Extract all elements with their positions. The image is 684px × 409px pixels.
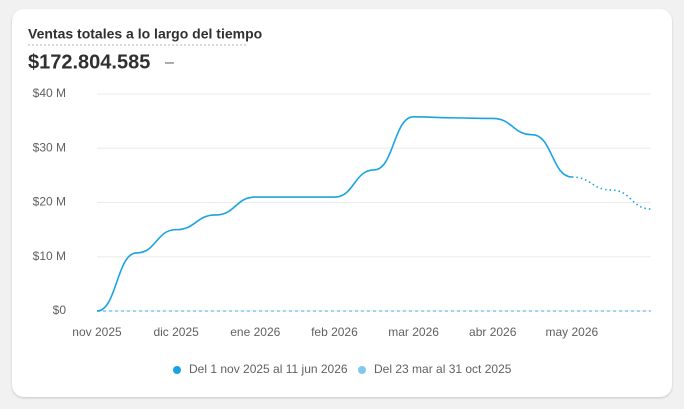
y-tick-label: $0 [53,303,67,317]
legend-marker [358,366,366,374]
legend-marker [173,366,181,374]
series-line [571,176,652,210]
x-tick-label: mar 2026 [388,325,439,339]
x-tick-label: feb 2026 [311,325,358,339]
x-tick-label: may 2026 [546,325,599,339]
x-tick-label: ene 2026 [230,325,280,339]
chart-title[interactable]: Ventas totales a lo largo del tiempo [28,26,262,42]
x-tick-label: nov 2025 [72,325,122,339]
legend-label: Del 23 mar al 31 oct 2025 [374,362,512,376]
series-line [96,115,572,312]
total-change: – [165,54,174,71]
x-tick-label: abr 2026 [469,325,517,339]
x-tick-label: dic 2025 [153,325,199,339]
y-tick-label: $10 M [33,249,66,263]
total-value: $172.804.585 [28,51,150,73]
y-tick-label: $30 M [33,140,66,154]
legend-label: Del 1 nov 2025 al 11 jun 2026 [189,362,348,376]
y-tick-label: $20 M [33,195,66,209]
y-tick-label: $40 M [33,86,66,100]
